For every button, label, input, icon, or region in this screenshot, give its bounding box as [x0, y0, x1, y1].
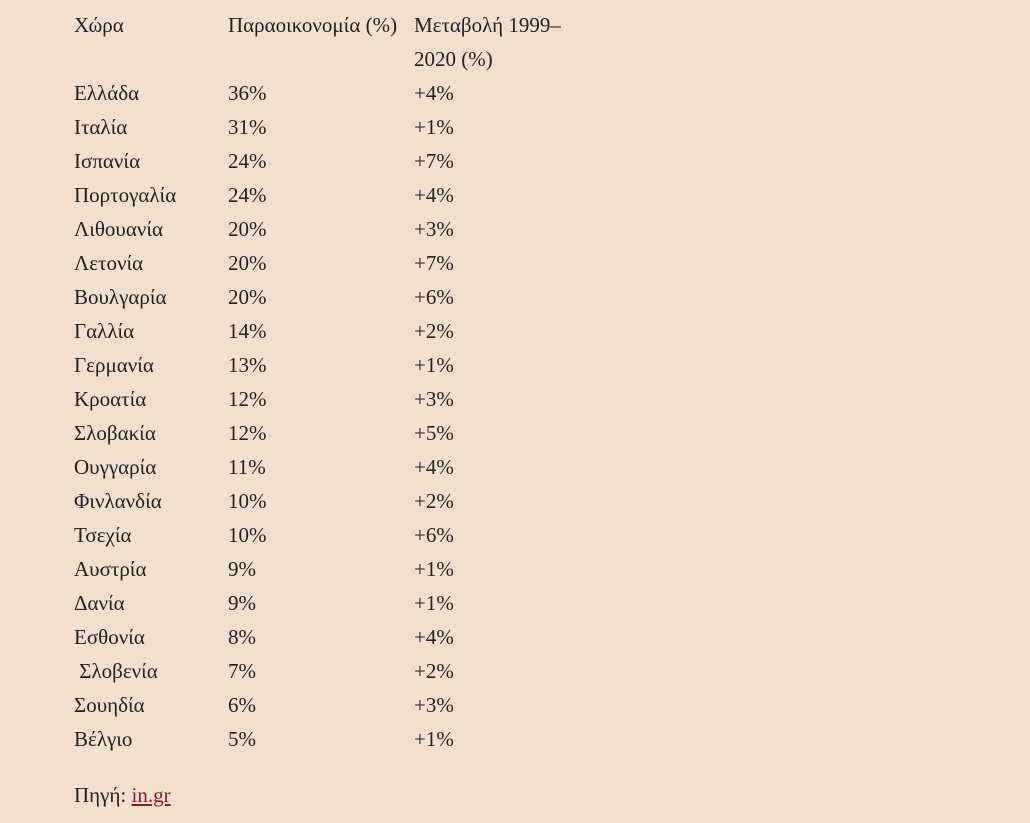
table-cell: 10% [228, 523, 267, 547]
table-cell: 36% [228, 81, 267, 105]
table-cell: Βέλγιο [74, 727, 133, 751]
table-cell: Ισπανία [74, 149, 141, 173]
table-cell: +6% [414, 523, 454, 547]
table-cell: +3% [414, 693, 454, 717]
table-cell: 24% [228, 183, 267, 207]
table-cell: +5% [414, 421, 454, 445]
table-cell: +2% [414, 659, 454, 683]
table-cell: +2% [414, 489, 454, 513]
table-row: Ελλάδα 36% +4% [74, 76, 584, 110]
table-cell: Κροατία [74, 387, 147, 411]
table-row: Σλοβακία 12% +5% [74, 416, 584, 450]
table-cell: 20% [228, 285, 267, 309]
table-cell: 31% [228, 115, 267, 139]
table-cell: 12% [228, 387, 267, 411]
table-cell: 7% [228, 659, 256, 683]
table-cell: +2% [414, 319, 454, 343]
source-label: Πηγή: [74, 783, 127, 807]
table-cell: Φινλανδία [74, 489, 162, 513]
table-row: Ουγγαρία 11% +4% [74, 450, 584, 484]
source-link[interactable]: in.gr [131, 783, 171, 807]
header-cell: Χώρα [74, 13, 124, 37]
table-cell: Λιθουανία [74, 217, 163, 241]
table-cell: +1% [414, 115, 454, 139]
table-row: Ισπανία 24% +7% [74, 144, 584, 178]
table-cell: +4% [414, 625, 454, 649]
table-cell: 24% [228, 149, 267, 173]
table-cell: Δανία [74, 591, 125, 615]
table-cell: 6% [228, 693, 256, 717]
table-cell: Ιταλία [74, 115, 128, 139]
table-row: Λετονία 20% +7% [74, 246, 584, 280]
table-cell: +1% [414, 353, 454, 377]
table-row: Βέλγιο 5% +1% [74, 722, 584, 756]
table-cell: +4% [414, 455, 454, 479]
table-cell: 20% [228, 217, 267, 241]
header-cell: Παραοικονομία (%) [228, 13, 398, 37]
table-row: Τσεχία 10% +6% [74, 518, 584, 552]
table-cell: Γερμανία [74, 353, 154, 377]
table-cell: Αυστρία [74, 557, 147, 581]
table-row: Βουλγαρία 20% +6% [74, 280, 584, 314]
table-row: Αυστρία 9% +1% [74, 552, 584, 586]
table-cell: +4% [414, 81, 454, 105]
table-cell: +4% [414, 183, 454, 207]
table-cell: +7% [414, 251, 454, 275]
table-cell: 14% [228, 319, 267, 343]
header-cell: Μεταβολή 1999–2020 (%) [414, 13, 561, 71]
header-row: Χώρα Παραοικονομία (%) Μεταβολή 1999–2020 … [74, 8, 584, 76]
table-cell: Ελλάδα [74, 81, 140, 105]
table-row: Λιθουανία 20% +3% [74, 212, 584, 246]
table-row: Ιταλία 31% +1% [74, 110, 584, 144]
table-row: Φινλανδία 10% +2% [74, 484, 584, 518]
table-cell: Τσεχία [74, 523, 132, 547]
table-row: Σλοβενία 7% +2% [74, 654, 584, 688]
table-cell: 9% [228, 557, 256, 581]
table-row: Σουηδία 6% +3% [74, 688, 584, 722]
table-row: Εσθονία 8% +4% [74, 620, 584, 654]
table-row: Δανία 9% +1% [74, 586, 584, 620]
table-cell: Βουλγαρία [74, 285, 167, 309]
table-cell: Εσθονία [74, 625, 145, 649]
table-row: Πορτογαλία 24% +4% [74, 178, 584, 212]
table-cell: 9% [228, 591, 256, 615]
table-cell: 11% [228, 455, 266, 479]
table-cell: Γαλλία [74, 319, 135, 343]
table-cell: 13% [228, 353, 267, 377]
table-cell: Ουγγαρία [74, 455, 157, 479]
table-cell: 20% [228, 251, 267, 275]
table-row: Κροατία 12% +3% [74, 382, 584, 416]
table-cell: Σλοβακία [74, 421, 156, 445]
table-cell: 12% [228, 421, 267, 445]
table-cell: 5% [228, 727, 256, 751]
table-cell: +1% [414, 591, 454, 615]
table-cell: +7% [414, 149, 454, 173]
table-cell: 10% [228, 489, 267, 513]
table-cell: +6% [414, 285, 454, 309]
table-cell: Σουηδία [74, 693, 145, 717]
table-cell: +1% [414, 557, 454, 581]
table-row: Γαλλία 14% +2% [74, 314, 584, 348]
table-row: Γερμανία 13% +1% [74, 348, 584, 382]
table-cell: 8% [228, 625, 256, 649]
table-cell: +3% [414, 217, 454, 241]
table-cell: +3% [414, 387, 454, 411]
source: Πηγή: in.gr [74, 778, 171, 812]
table: Χώρα Παραοικονομία (%) Μεταβολή 1999–2020 … [74, 8, 584, 756]
table-cell: Λετονία [74, 251, 144, 275]
table-cell: +1% [414, 727, 454, 751]
table-cell: Σλοβενία [74, 659, 158, 683]
table-cell: Πορτογαλία [74, 183, 177, 207]
